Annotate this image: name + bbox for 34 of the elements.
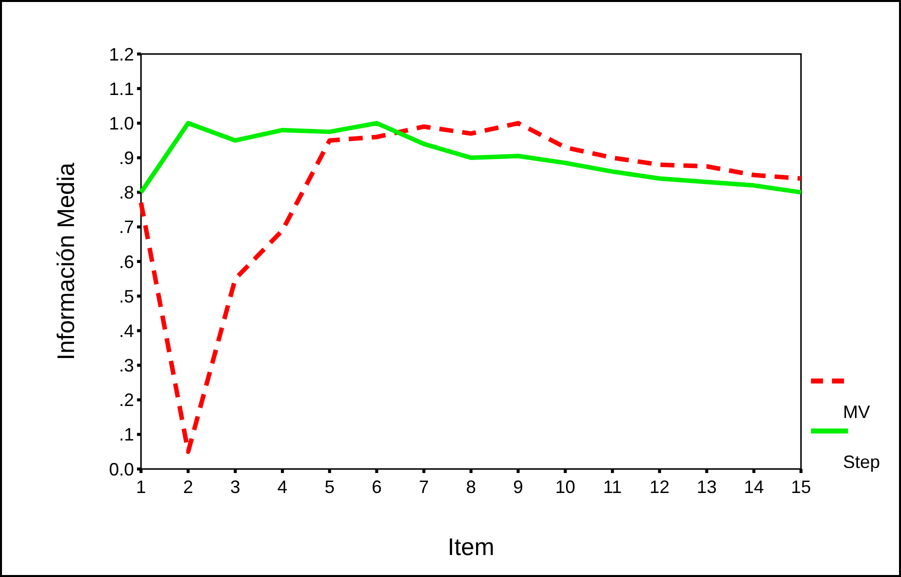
- legend-label: Step: [843, 452, 880, 472]
- x-tick-label: 14: [744, 477, 764, 497]
- y-tick-label: 0.0: [108, 459, 134, 480]
- x-tick-label: 4: [277, 477, 288, 497]
- x-tick-label: 9: [513, 477, 524, 497]
- x-tick-label: 7: [418, 477, 429, 497]
- legend-label: MV: [843, 402, 870, 422]
- y-tick-label: .6: [118, 252, 134, 272]
- x-tick-label: 8: [466, 477, 476, 497]
- y-tick-label: .7: [118, 217, 134, 238]
- y-tick-label: 1.0: [108, 113, 134, 134]
- y-tick-label: 1.1: [108, 78, 134, 99]
- x-tick-label: 10: [555, 477, 576, 497]
- x-tick-label: 12: [650, 477, 670, 497]
- x-tick-label: 5: [324, 477, 335, 497]
- line-series: [138, 120, 804, 195]
- y-tick-label: .5: [118, 286, 134, 306]
- x-tick-label: 2: [183, 477, 194, 497]
- y-axis-title: Información Media: [53, 162, 80, 360]
- y-tick-label: 1.2: [108, 44, 134, 64]
- y-tick-label: .9: [118, 148, 134, 168]
- x-tick-label: 15: [790, 477, 812, 497]
- x-tick-label: 1: [136, 477, 146, 497]
- x-tick-label: 3: [230, 477, 240, 497]
- x-axis-title: Item: [448, 534, 494, 561]
- line-series: [138, 120, 804, 454]
- y-tick-label: .1: [118, 424, 134, 445]
- x-tick-label: 11: [603, 477, 622, 497]
- x-tick-label: 13: [696, 477, 717, 497]
- x-tick-label: 6: [372, 477, 382, 497]
- y-tick-label: .4: [118, 320, 134, 341]
- y-tick-label: .8: [118, 182, 134, 203]
- y-tick-label: .2: [118, 390, 134, 410]
- y-tick-label: .3: [118, 356, 134, 376]
